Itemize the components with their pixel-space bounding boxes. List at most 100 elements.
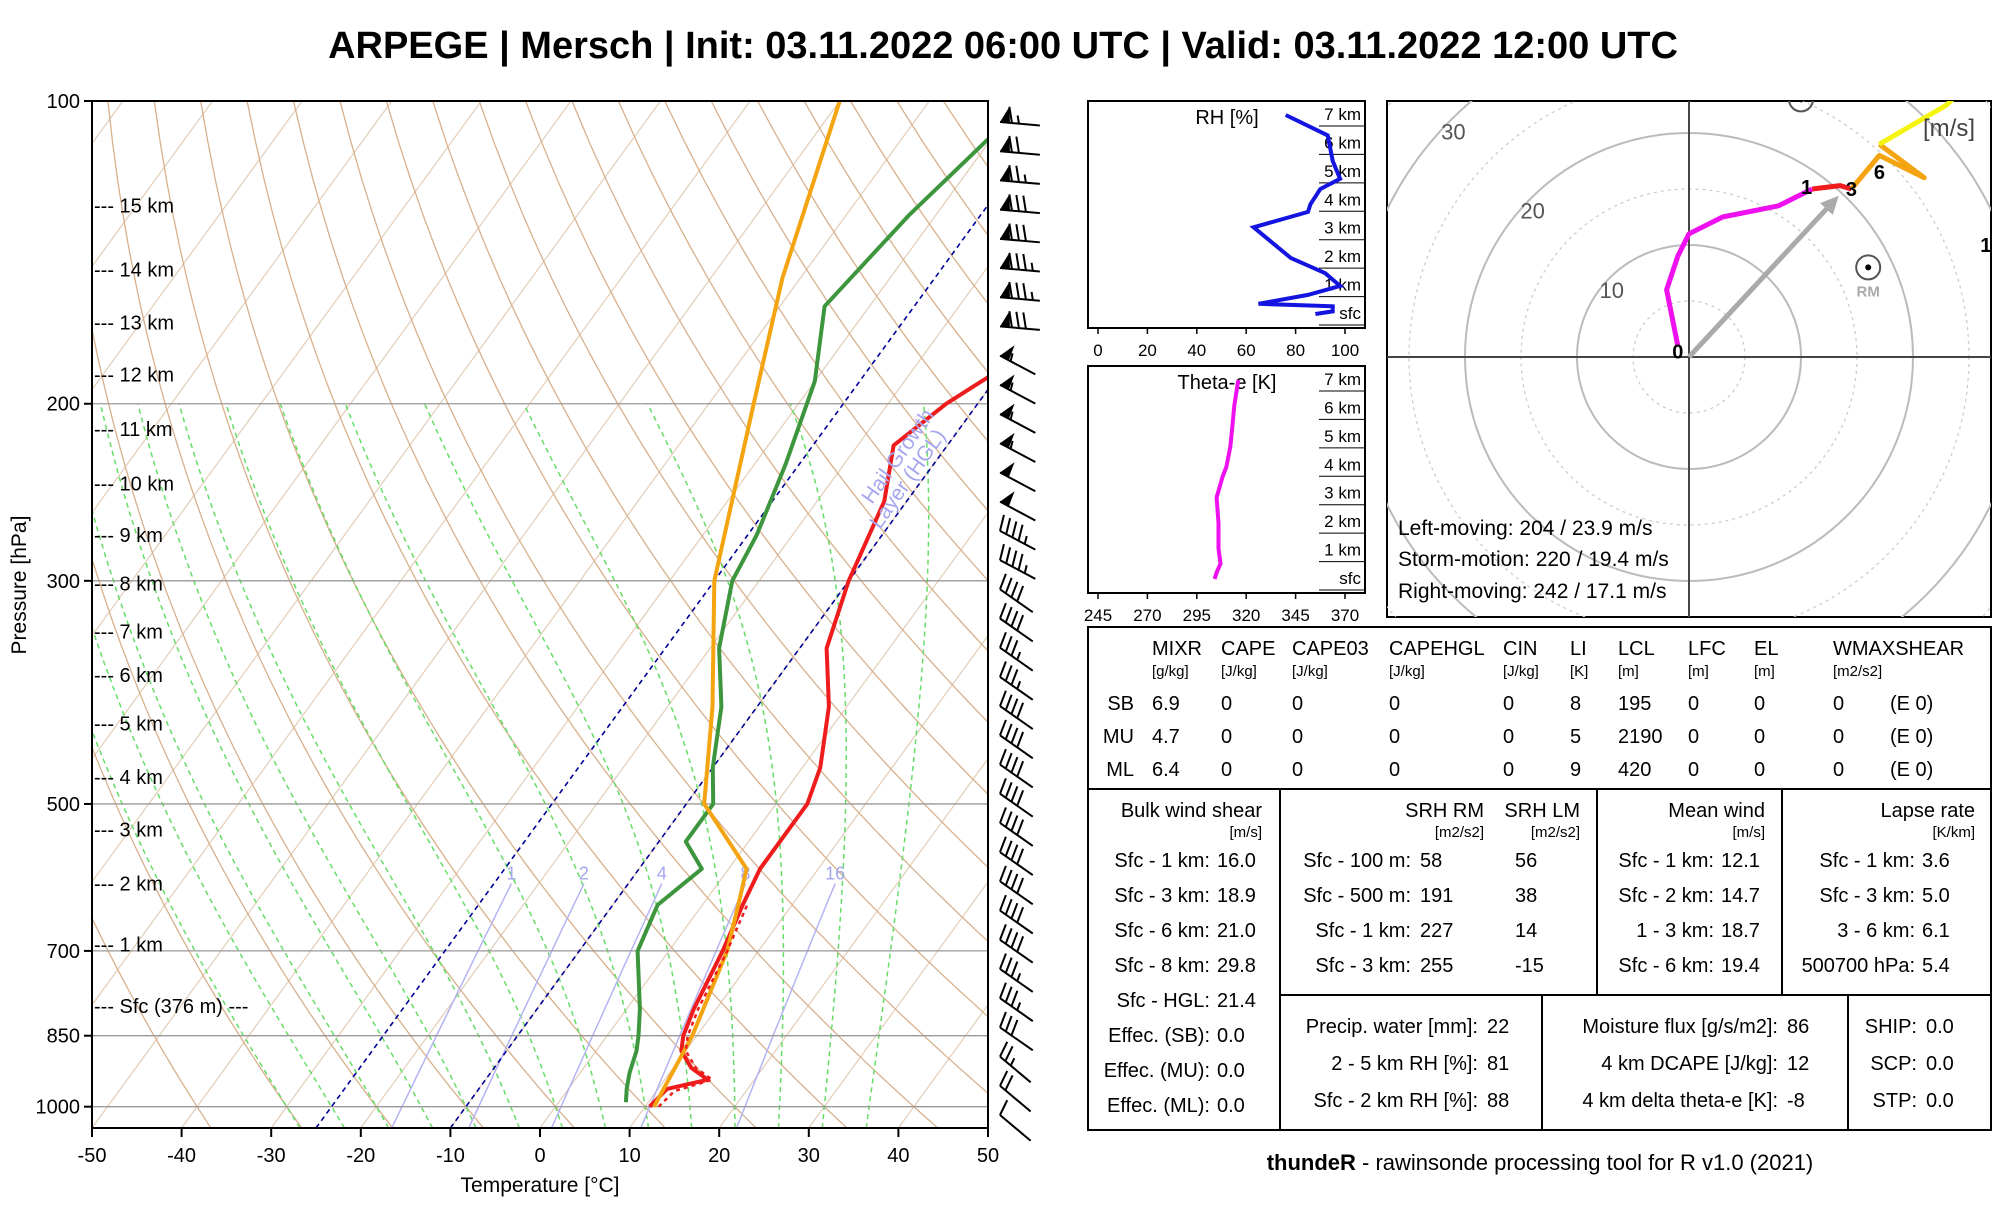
moist-adiabat-line bbox=[345, 404, 648, 1128]
barb-full bbox=[1016, 312, 1019, 328]
srh-row-label: Sfc - 1 km: bbox=[1315, 920, 1411, 942]
thermo-header: EL bbox=[1754, 638, 1778, 660]
lapse-row-label: 500700 hPa: bbox=[1802, 955, 1915, 977]
thermo-value: 6.4 bbox=[1152, 759, 1180, 781]
thermo-value: 0 bbox=[1389, 759, 1400, 781]
wind-barb bbox=[1000, 107, 1040, 126]
isotherm-line bbox=[361, 101, 1109, 1128]
barb-full bbox=[1012, 551, 1016, 567]
thermo-header: CAPE03 bbox=[1292, 638, 1369, 660]
thermo-value: 0 bbox=[1688, 726, 1699, 748]
y-tick-label: 850 bbox=[47, 1026, 80, 1048]
mean-title: Mean wind bbox=[1668, 800, 1765, 822]
hodograph-height-label: 1 bbox=[1801, 177, 1812, 199]
wind-barb bbox=[1000, 515, 1035, 550]
barb-flag bbox=[1000, 107, 1010, 123]
hodograph-height-label: 0 bbox=[1672, 341, 1683, 363]
profile-dewpoint bbox=[626, 101, 1028, 1102]
thermo-value: 0 bbox=[1503, 726, 1514, 748]
barb-full bbox=[1000, 720, 1006, 735]
thermo-row-label: ML bbox=[1106, 759, 1134, 781]
thermo-header: CAPE bbox=[1221, 638, 1275, 660]
barb-full bbox=[1000, 837, 1006, 852]
barb-full bbox=[1017, 936, 1023, 951]
profile-x-label: 80 bbox=[1286, 341, 1305, 360]
bulk-row-value: 0.0 bbox=[1217, 1025, 1245, 1047]
moisture-row-value: -8 bbox=[1787, 1090, 1805, 1112]
thermo-value: 0 bbox=[1221, 726, 1232, 748]
precip-row-value: 88 bbox=[1487, 1090, 1509, 1112]
barb-full bbox=[1000, 1042, 1007, 1057]
thermo-value: 0 bbox=[1688, 759, 1699, 781]
barb-staff bbox=[1000, 443, 1035, 462]
wind-barb-column bbox=[1000, 107, 1040, 1141]
profile-height-label: 7 km bbox=[1324, 370, 1361, 389]
srh-rm-value: 255 bbox=[1420, 955, 1453, 977]
barb-full bbox=[1006, 695, 1012, 710]
barb-full bbox=[1011, 1020, 1017, 1035]
barb-full bbox=[1011, 962, 1017, 977]
barb-full bbox=[1019, 525, 1023, 541]
barb-full bbox=[1011, 582, 1017, 597]
isotherm-line bbox=[182, 101, 930, 1128]
srh-lm-value: 38 bbox=[1515, 885, 1537, 907]
barb-full bbox=[1011, 845, 1017, 860]
composite-row-value: 0.0 bbox=[1926, 1053, 1954, 1075]
barb-full bbox=[1006, 607, 1012, 622]
wind-barb bbox=[1000, 311, 1040, 330]
thermo-value: 420 bbox=[1618, 759, 1651, 781]
profile-x-label: 40 bbox=[1187, 341, 1206, 360]
footer-bold: thundeR bbox=[1267, 1150, 1356, 1175]
moist-adiabat-line bbox=[2, 404, 300, 1128]
barb-flag bbox=[1000, 491, 1015, 506]
thermo-header-unit: [J/kg] bbox=[1389, 663, 1425, 680]
bulk-unit: [m/s] bbox=[1230, 824, 1263, 841]
profile-x-label: 370 bbox=[1331, 606, 1359, 625]
lapse-row-label: 3 - 6 km: bbox=[1837, 920, 1915, 942]
profile-height-label: 3 km bbox=[1324, 484, 1361, 503]
barb-full bbox=[1000, 1012, 1006, 1027]
height-label: --- 3 km bbox=[94, 819, 163, 841]
barb-staff bbox=[1000, 1115, 1031, 1141]
barb-full bbox=[1006, 666, 1012, 681]
storm-motion-marker-label: RM bbox=[1857, 283, 1880, 300]
wind-barb bbox=[1000, 194, 1040, 213]
hodograph-height-label: 3 bbox=[1846, 179, 1857, 201]
skewt-xlabel: Temperature [°C] bbox=[461, 1174, 620, 1197]
moist-adiabat-line bbox=[647, 404, 783, 1128]
barb-flag bbox=[1000, 136, 1010, 152]
profile-x-label: 320 bbox=[1232, 606, 1260, 625]
wind-barb bbox=[1000, 433, 1035, 462]
mean-row-label: Sfc - 6 km: bbox=[1618, 955, 1714, 977]
mean-row-label: 1 - 3 km: bbox=[1636, 920, 1714, 942]
srh-row-label: Sfc - 500 m: bbox=[1303, 885, 1411, 907]
bulk-title: Bulk wind shear bbox=[1121, 800, 1263, 822]
height-label: --- 15 km bbox=[94, 195, 174, 217]
barb-full bbox=[1019, 554, 1023, 570]
hodograph-ring-label: 20 bbox=[1520, 199, 1544, 224]
composite-row-value: 0.0 bbox=[1926, 1016, 1954, 1038]
barb-full bbox=[1016, 253, 1019, 269]
thermo-header-unit: [J/kg] bbox=[1292, 663, 1328, 680]
y-tick-label: 300 bbox=[47, 571, 80, 593]
thermo-value: 0 bbox=[1221, 759, 1232, 781]
barb-full bbox=[1016, 283, 1019, 299]
mixing-ratio-label: 16 bbox=[825, 864, 845, 884]
barb-half bbox=[1032, 263, 1033, 271]
thermo-row-label: MU bbox=[1103, 726, 1134, 748]
barb-flag bbox=[1000, 194, 1010, 210]
thermo-value: 0 bbox=[1292, 693, 1303, 715]
thermo-row-label: SB bbox=[1107, 693, 1134, 715]
storm-motion-marker-dot bbox=[1865, 264, 1871, 270]
barb-half bbox=[1017, 1003, 1020, 1011]
profile-height-label: 5 km bbox=[1324, 162, 1361, 181]
profile-height-label: 1 km bbox=[1324, 541, 1361, 560]
barb-full bbox=[1011, 640, 1017, 655]
barb-full bbox=[1023, 283, 1026, 299]
height-label: --- 10 km bbox=[94, 473, 174, 495]
x-tick-label: -50 bbox=[78, 1145, 107, 1167]
y-tick-label: 200 bbox=[47, 394, 80, 416]
barb-full bbox=[1016, 224, 1019, 240]
barb-full bbox=[1006, 724, 1012, 739]
